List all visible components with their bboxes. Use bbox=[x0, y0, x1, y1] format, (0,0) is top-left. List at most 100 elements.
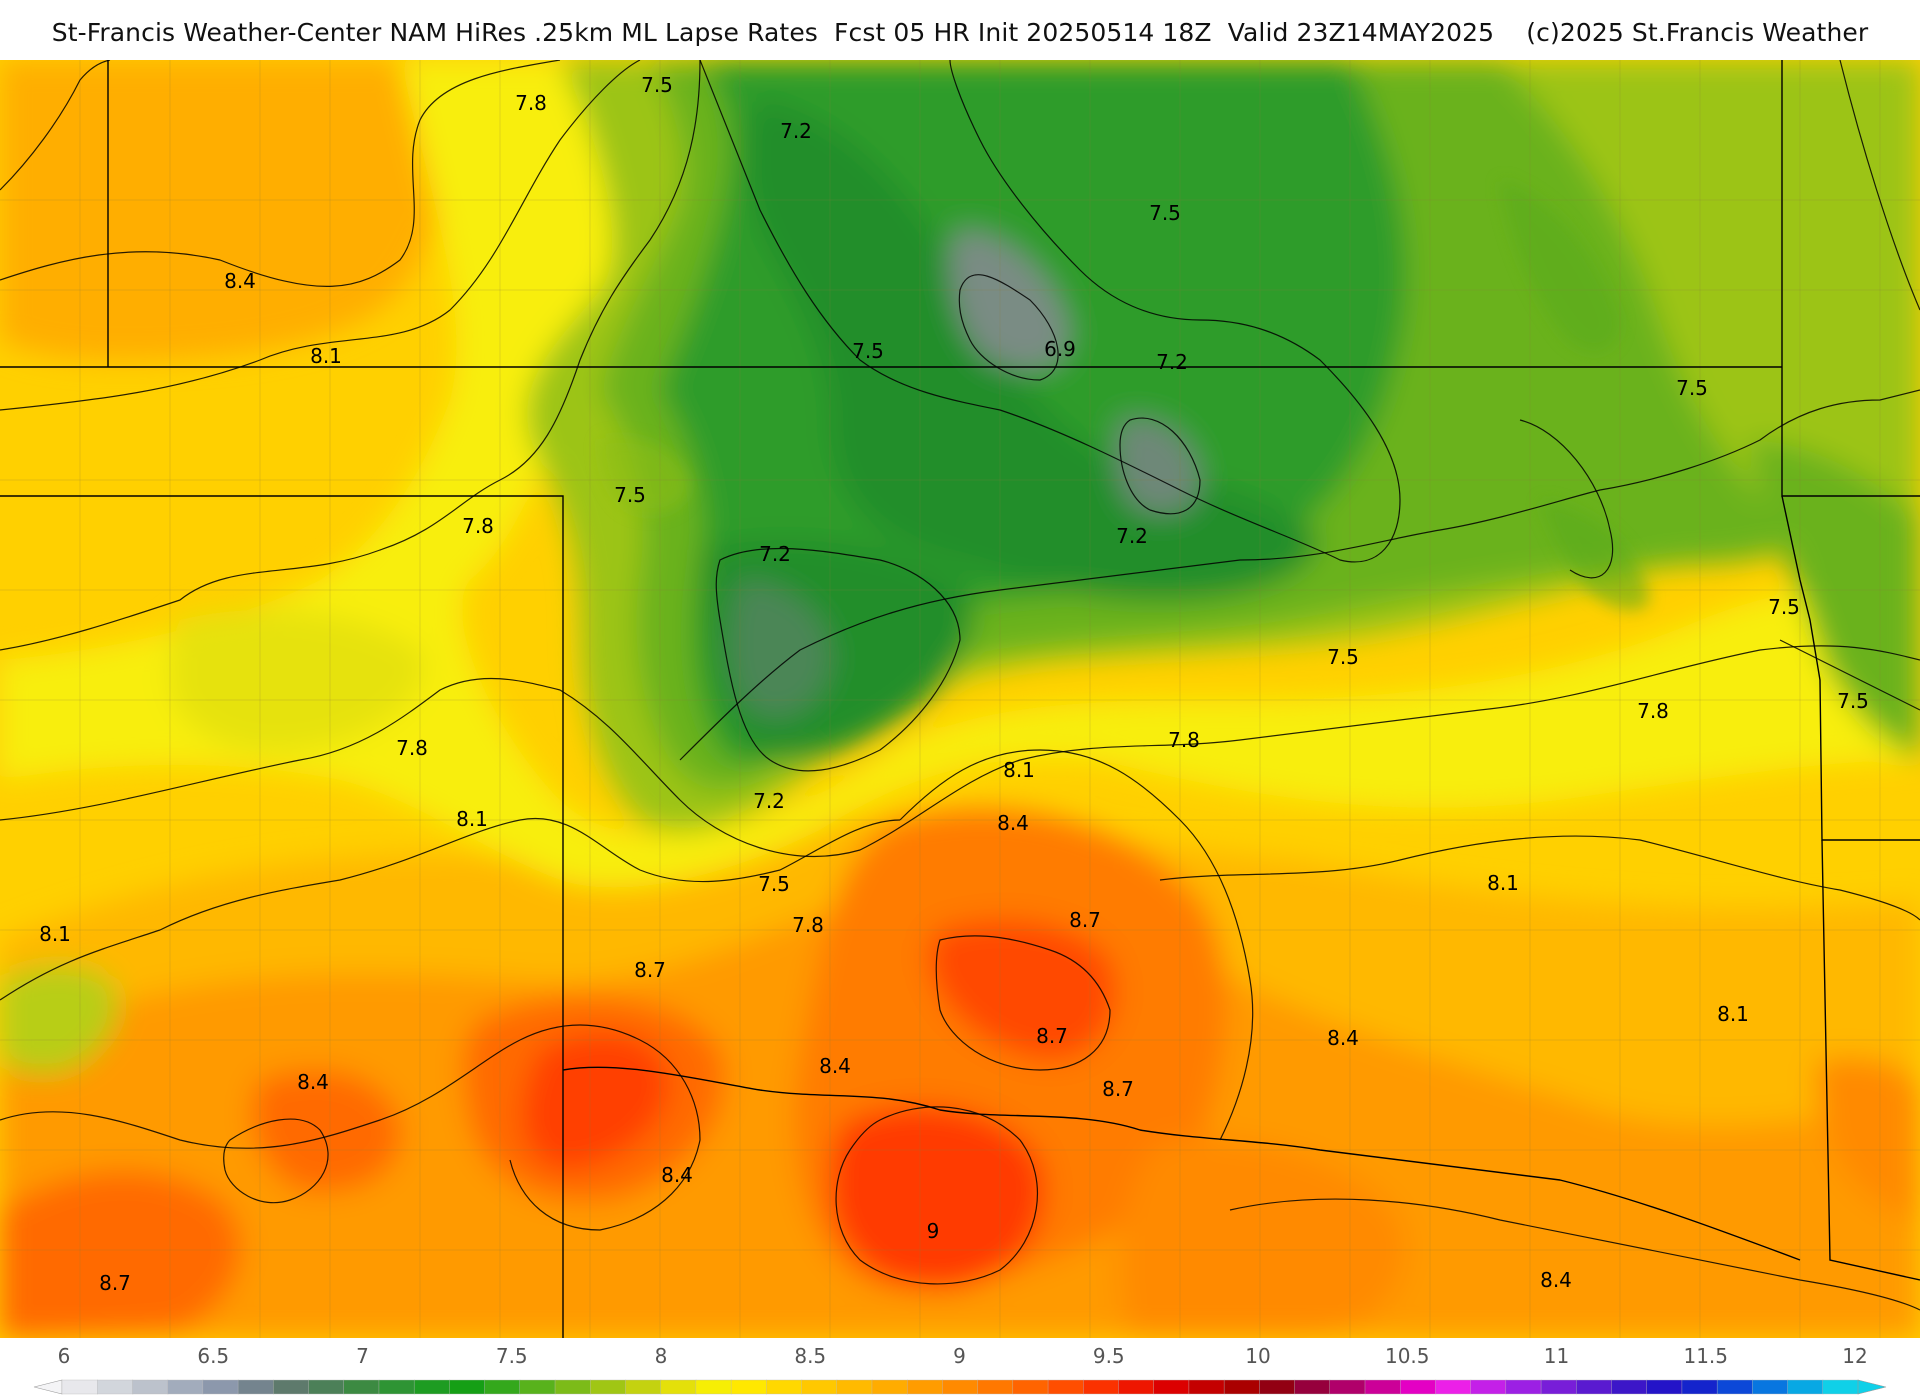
colorbar-swatch bbox=[1259, 1379, 1296, 1395]
contour-label: 8.7 bbox=[1069, 908, 1101, 932]
contour-label: 8.4 bbox=[224, 269, 256, 293]
colorbar-tick-label: 11 bbox=[1544, 1344, 1569, 1368]
colorbar-swatch bbox=[237, 1379, 274, 1395]
contour-label: 8.7 bbox=[634, 958, 666, 982]
contour-label: 8.1 bbox=[1717, 1002, 1749, 1026]
colorbar-swatch bbox=[1681, 1379, 1718, 1395]
colorbar-swatch bbox=[1470, 1379, 1507, 1395]
colorbar-tick-label: 9 bbox=[953, 1344, 966, 1368]
colorbar-swatch bbox=[1083, 1379, 1120, 1395]
colorbar-swatch bbox=[132, 1379, 169, 1395]
colorbar-swatches bbox=[33, 1379, 1887, 1395]
colorbar-swatch bbox=[801, 1379, 838, 1395]
colorbar-swatch bbox=[308, 1379, 345, 1395]
colorbar-swatch bbox=[343, 1379, 380, 1395]
contour-label: 6.9 bbox=[1044, 337, 1076, 361]
colorbar-swatch bbox=[1153, 1379, 1190, 1395]
colorbar-swatch bbox=[660, 1379, 697, 1395]
colorbar-swatch bbox=[97, 1379, 134, 1395]
colorbar-tick-labels: 6 6.5 7 7.5 8 8.5 9 9.5 10 10.5 11 11.5 12 bbox=[58, 1344, 1868, 1368]
colorbar-swatch bbox=[1329, 1379, 1366, 1395]
colorbar-tick-label: 12 bbox=[1842, 1344, 1867, 1368]
colorbar-swatch bbox=[1576, 1379, 1613, 1395]
colorbar-left-arrow bbox=[33, 1379, 63, 1395]
colorbar-tick-label: 11.5 bbox=[1683, 1344, 1728, 1368]
contour-label: 7.5 bbox=[1327, 645, 1359, 669]
contour-label: 8.4 bbox=[819, 1054, 851, 1078]
contour-label: 7.2 bbox=[753, 789, 785, 813]
colorbar-swatch bbox=[1787, 1379, 1824, 1395]
colorbar-swatch bbox=[1364, 1379, 1401, 1395]
contour-label: 7.8 bbox=[515, 91, 547, 115]
contour-label: 7.5 bbox=[1676, 376, 1708, 400]
color-fill bbox=[0, 60, 1920, 1338]
colorbar-tick-label: 8 bbox=[655, 1344, 668, 1368]
colorbar-swatch bbox=[1752, 1379, 1789, 1395]
contour-label: 7.8 bbox=[462, 514, 494, 538]
colorbar-swatch bbox=[1294, 1379, 1331, 1395]
contour-label: 7.2 bbox=[780, 119, 812, 143]
colorbar-swatch bbox=[625, 1379, 662, 1395]
contour-label: 7.2 bbox=[1116, 524, 1148, 548]
colorbar-swatch bbox=[1118, 1379, 1155, 1395]
colorbar-swatch bbox=[695, 1379, 732, 1395]
contour-label: 7.8 bbox=[1637, 699, 1669, 723]
contour-label: 8.7 bbox=[1102, 1077, 1134, 1101]
contour-label: 8.4 bbox=[997, 811, 1029, 835]
colorbar-swatch bbox=[202, 1379, 239, 1395]
colorbar-swatch bbox=[730, 1379, 768, 1395]
colorbar-swatch bbox=[1646, 1379, 1683, 1395]
contour-label: 9 bbox=[927, 1219, 940, 1243]
contour-label: 7.5 bbox=[1149, 201, 1181, 225]
contour-label: 7.2 bbox=[759, 542, 791, 566]
contour-label: 8.4 bbox=[661, 1163, 693, 1187]
colorbar-tick-label: 8.5 bbox=[794, 1344, 826, 1368]
contour-label: 7.8 bbox=[396, 736, 428, 760]
colorbar-swatch bbox=[167, 1379, 204, 1395]
colorbar-swatch bbox=[1399, 1379, 1437, 1395]
colorbar-tick-label: 9.5 bbox=[1093, 1344, 1125, 1368]
contour-label: 7.2 bbox=[1156, 350, 1188, 374]
contour-lines bbox=[0, 60, 1920, 1311]
contour-label: 7.5 bbox=[614, 483, 646, 507]
contour-label: 7.5 bbox=[1768, 595, 1800, 619]
colorbar-swatch bbox=[906, 1379, 944, 1395]
colorbar-swatch bbox=[1611, 1379, 1648, 1395]
colorbar-tick-label: 6.5 bbox=[197, 1344, 229, 1368]
contour-label: 8.7 bbox=[1036, 1024, 1068, 1048]
colorbar-swatch bbox=[1822, 1379, 1859, 1395]
colorbar-swatch bbox=[977, 1379, 1014, 1395]
contour-label: 8.7 bbox=[99, 1271, 131, 1295]
lapse-rate-map: 7.5 7.8 7.2 7.5 8.4 8.1 7.5 6.9 7.2 7.5 … bbox=[0, 60, 1920, 1338]
colorbar-swatch bbox=[1540, 1379, 1577, 1395]
colorbar-right-arrow bbox=[1857, 1379, 1887, 1395]
colorbar-swatch bbox=[871, 1379, 908, 1395]
colorbar-swatch bbox=[273, 1379, 310, 1395]
colorbar-swatch bbox=[590, 1379, 627, 1395]
colorbar-tick-label: 7 bbox=[356, 1344, 369, 1368]
contour-label: 8.1 bbox=[456, 807, 488, 831]
colorbar-swatch bbox=[766, 1379, 803, 1395]
contour-label: 7.5 bbox=[852, 339, 884, 363]
contour-label: 7.8 bbox=[792, 913, 824, 937]
colorbar-tick-label: 10.5 bbox=[1385, 1344, 1430, 1368]
colorbar: 6 6.5 7 7.5 8 8.5 9 9.5 10 10.5 11 11.5 12 bbox=[33, 1344, 1887, 1395]
colorbar-tick-label: 6 bbox=[58, 1344, 71, 1368]
colorbar-swatch bbox=[378, 1379, 415, 1395]
contour-label: 8.1 bbox=[1487, 871, 1519, 895]
colorbar-swatch bbox=[519, 1379, 556, 1395]
colorbar-swatch bbox=[1716, 1379, 1754, 1395]
state-borders bbox=[0, 60, 1920, 1338]
colorbar-swatch bbox=[413, 1379, 451, 1395]
colorbar-swatch bbox=[1012, 1379, 1049, 1395]
colorbar-swatch bbox=[554, 1379, 591, 1395]
contour-label: 7.5 bbox=[641, 73, 673, 97]
colorbar-swatch bbox=[61, 1379, 98, 1395]
contour-label: 8.4 bbox=[1540, 1268, 1572, 1292]
contour-label: 7.5 bbox=[758, 872, 790, 896]
map-title: St-Francis Weather-Center NAM HiRes .25k… bbox=[51, 18, 1869, 47]
colorbar-swatch bbox=[449, 1379, 486, 1395]
colorbar-swatch bbox=[836, 1379, 873, 1395]
colorbar-swatch bbox=[1505, 1379, 1542, 1395]
colorbar-swatch bbox=[942, 1379, 979, 1395]
